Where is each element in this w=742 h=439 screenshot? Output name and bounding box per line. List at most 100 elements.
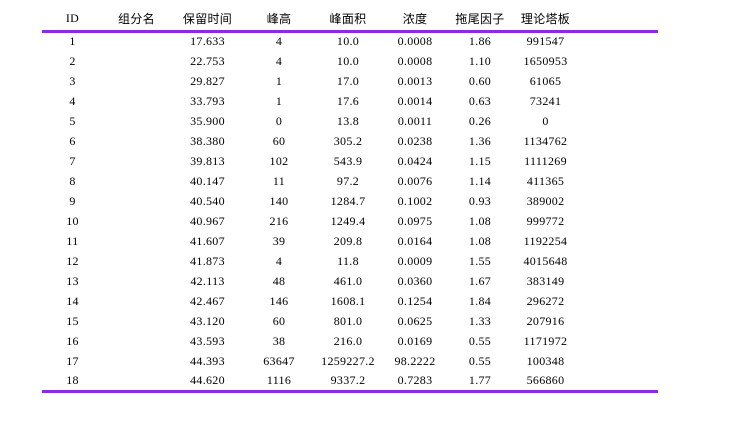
cell-spacer [578, 331, 658, 351]
cell-tailing-factor: 1.36 [468, 133, 492, 148]
cell-peak-height: 146 [269, 293, 289, 308]
column-header-tailing-factor: 拖尾因子 [455, 12, 505, 27]
cell-peak-height: 0 [275, 113, 283, 128]
cell-spacer [578, 271, 658, 291]
column-header-spacer [578, 8, 658, 31]
results-table: ID 组分名 保留时间 峰高 峰面积 浓度 拖尾因子 理论塔板 1 17.633… [42, 8, 658, 393]
cell-id: 12 [66, 253, 79, 268]
cell-id: 16 [66, 333, 79, 348]
cell-concentration: 98.2222 [394, 353, 436, 368]
cell-peak-area: 10.0 [336, 34, 360, 49]
cell-spacer [578, 51, 658, 71]
cell-component-name [103, 191, 170, 211]
cell-peak-height: 4 [275, 34, 283, 49]
cell-spacer [578, 111, 658, 131]
cell-id: 1 [69, 34, 76, 49]
cell-spacer [578, 171, 658, 191]
cell-theoretical-plates: 991547 [526, 34, 565, 49]
cell-tailing-factor: 1.08 [468, 233, 492, 248]
cell-retention-time: 40.147 [190, 173, 225, 188]
cell-peak-height: 48 [272, 273, 286, 288]
table-row: 12 41.873 4 11.8 0.0009 1.55 4015648 [42, 251, 658, 271]
cell-concentration: 0.0238 [397, 133, 433, 148]
cell-retention-time: 40.967 [190, 213, 225, 228]
cell-peak-height: 11 [272, 173, 286, 188]
cell-peak-area: 97.2 [336, 173, 360, 188]
cell-theoretical-plates: 73241 [529, 93, 562, 108]
cell-spacer [578, 211, 658, 231]
cell-theoretical-plates: 4015648 [523, 253, 568, 268]
header-row: ID 组分名 保留时间 峰高 峰面积 浓度 拖尾因子 理论塔板 [42, 8, 658, 31]
cell-component-name [103, 91, 170, 111]
cell-concentration: 0.0008 [397, 53, 433, 68]
cell-retention-time: 39.813 [190, 153, 225, 168]
cell-component-name [103, 351, 170, 371]
table-row: 16 43.593 38 216.0 0.0169 0.55 1171972 [42, 331, 658, 351]
cell-tailing-factor: 1.14 [468, 173, 492, 188]
cell-concentration: 0.0625 [397, 313, 433, 328]
cell-id: 17 [66, 353, 79, 368]
cell-peak-area: 305.2 [333, 133, 363, 148]
cell-peak-height: 140 [269, 193, 289, 208]
column-header-retention-time: 保留时间 [182, 12, 233, 27]
cell-component-name [103, 171, 170, 191]
cell-peak-area: 461.0 [333, 273, 363, 288]
cell-peak-area: 1249.4 [330, 213, 366, 228]
table-header: ID 组分名 保留时间 峰高 峰面积 浓度 拖尾因子 理论塔板 [42, 8, 658, 31]
cell-theoretical-plates: 296272 [526, 293, 565, 308]
table-row: 3 29.827 1 17.0 0.0013 0.60 61065 [42, 71, 658, 91]
cell-component-name [103, 331, 170, 351]
cell-spacer [578, 151, 658, 171]
cell-concentration: 0.1002 [397, 193, 433, 208]
cell-tailing-factor: 0.60 [468, 73, 492, 88]
cell-spacer [578, 291, 658, 311]
cell-component-name [103, 271, 170, 291]
cell-theoretical-plates: 207916 [526, 313, 565, 328]
table-row: 18 44.620 1116 9337.2 0.7283 1.77 566860 [42, 371, 658, 391]
cell-peak-area: 209.8 [333, 233, 363, 248]
cell-component-name [103, 211, 170, 231]
cell-retention-time: 42.467 [190, 293, 225, 308]
cell-tailing-factor: 1.33 [468, 313, 492, 328]
cell-id: 8 [69, 173, 76, 188]
cell-retention-time: 41.607 [190, 233, 225, 248]
cell-theoretical-plates: 383149 [526, 273, 565, 288]
cell-id: 6 [69, 133, 76, 148]
cell-peak-height: 63647 [263, 353, 295, 368]
cell-concentration: 0.0009 [397, 253, 433, 268]
cell-theoretical-plates: 389002 [526, 193, 565, 208]
cell-retention-time: 38.380 [190, 133, 225, 148]
cell-tailing-factor: 1.15 [468, 153, 492, 168]
cell-theoretical-plates: 1111269 [524, 153, 567, 168]
cell-concentration: 0.0076 [397, 173, 433, 188]
cell-peak-height: 1116 [266, 372, 292, 387]
cell-spacer [578, 91, 658, 111]
cell-retention-time: 22.753 [190, 53, 225, 68]
cell-theoretical-plates: 1650953 [523, 53, 568, 68]
table-body: 1 17.633 4 10.0 0.0008 1.86 991547 2 22.… [42, 31, 658, 391]
cell-id: 15 [66, 313, 79, 328]
cell-retention-time: 43.120 [190, 313, 225, 328]
cell-component-name [103, 311, 170, 331]
cell-tailing-factor: 1.67 [468, 273, 492, 288]
cell-peak-area: 17.0 [336, 73, 360, 88]
cell-retention-time: 40.540 [190, 193, 225, 208]
cell-retention-time: 44.620 [190, 372, 225, 387]
cell-theoretical-plates: 1171972 [523, 333, 568, 348]
table-row: 7 39.813 102 543.9 0.0424 1.15 1111269 [42, 151, 658, 171]
cell-spacer [578, 371, 658, 391]
cell-concentration: 0.0975 [397, 213, 433, 228]
cell-spacer [578, 191, 658, 211]
cell-concentration: 0.0169 [397, 333, 433, 348]
table-row: 8 40.147 11 97.2 0.0076 1.14 411365 [42, 171, 658, 191]
peak-results-table: ID 组分名 保留时间 峰高 峰面积 浓度 拖尾因子 理论塔板 1 17.633… [42, 8, 658, 393]
cell-tailing-factor: 1.84 [468, 293, 492, 308]
table-row: 15 43.120 60 801.0 0.0625 1.33 207916 [42, 311, 658, 331]
cell-id: 11 [66, 233, 79, 248]
cell-retention-time: 17.633 [190, 34, 225, 49]
cell-component-name [103, 51, 170, 71]
cell-retention-time: 33.793 [190, 93, 225, 108]
cell-component-name [103, 111, 170, 131]
cell-spacer [578, 71, 658, 91]
cell-id: 10 [66, 213, 79, 228]
